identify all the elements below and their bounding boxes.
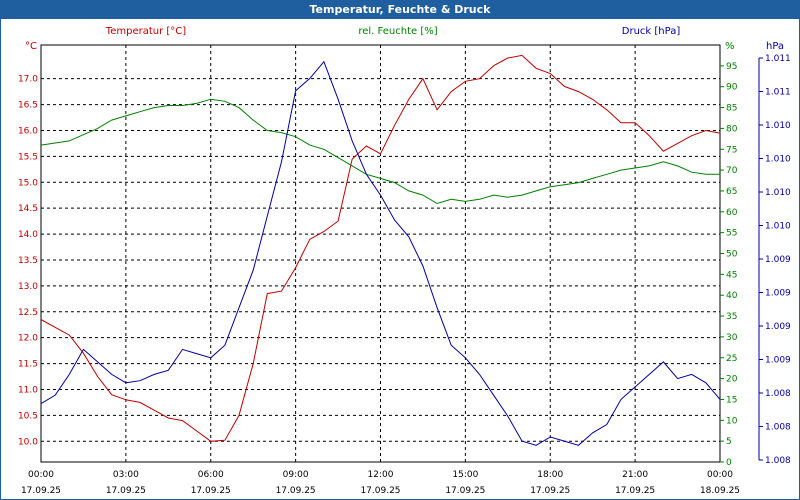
x-tick-time-label: 09:00 (283, 470, 309, 480)
grid (41, 45, 720, 462)
humidity-tick-label: 25 (726, 354, 737, 364)
humidity-tick-label: 65 (726, 187, 737, 197)
x-tick-date-label: 17.09.25 (276, 486, 316, 496)
pressure-axis-label: Druck [hPa] (622, 26, 681, 37)
humidity-tick-label: 40 (726, 291, 738, 301)
temp-tick-label: 13.5 (18, 256, 38, 266)
humidity-axis-label: rel. Feuchte [%] (358, 26, 437, 37)
pressure-tick-label: 1.009 (765, 255, 791, 265)
temp-axis-label: Temperatur [°C] (105, 26, 186, 37)
temp-tick-label: 17.0 (18, 75, 38, 85)
series-line-humidity (40, 98, 720, 205)
x-tick-date-label: 18.09.25 (700, 486, 740, 496)
humidity-tick-label: 70 (726, 166, 738, 176)
x-tick-date-label: 17.09.25 (21, 486, 61, 496)
temp-tick-label: 12.5 (18, 308, 38, 318)
axis-ticks: 00:00 17.09.25 03:00 17.09.25 06:00 17.09.25 0… (18, 54, 791, 496)
x-tick-date-label: 17.09.25 (615, 486, 655, 496)
series-line-pressure (40, 60, 721, 446)
humidity-tick-label: 80 (726, 124, 738, 134)
temp-tick-label: 11.5 (18, 360, 38, 370)
pressure-tick-label: 1.009 (765, 322, 791, 332)
x-tick-date-label: 17.09.25 (360, 486, 400, 496)
series-line-temperature (40, 54, 721, 442)
pressure-tick-label: 1.008 (765, 423, 791, 433)
x-tick-time-label: 00:00 (707, 470, 733, 480)
humidity-tick-label: 60 (726, 208, 738, 218)
temp-tick-label: 13.0 (18, 282, 38, 292)
pressure-unit-label: hPa (766, 41, 784, 52)
x-tick-time-label: 21:00 (622, 470, 648, 480)
pressure-tick-label: 1.011 (765, 88, 791, 98)
temp-tick-label: 14.5 (18, 204, 38, 214)
temp-tick-label: 11.0 (18, 385, 38, 395)
humidity-tick-label: 45 (726, 270, 737, 280)
x-tick-date-label: 17.09.25 (106, 486, 146, 496)
temp-tick-label: 10.5 (18, 411, 38, 421)
pressure-tick-label: 1.010 (765, 188, 791, 198)
x-tick-date-label: 17.09.25 (445, 486, 485, 496)
pressure-tick-label: 1.009 (765, 289, 791, 299)
temp-tick-label: 16.0 (18, 126, 38, 136)
temp-tick-label: 15.0 (18, 178, 38, 188)
x-tick-time-label: 03:00 (113, 470, 139, 480)
temp-tick-label: 15.5 (18, 152, 38, 162)
pressure-tick-label: 1.008 (765, 389, 791, 399)
humidity-tick-label: 0 (726, 458, 732, 468)
x-tick-time-label: 06:00 (198, 470, 224, 480)
pressure-tick-label: 1.011 (765, 54, 791, 64)
data-lines (40, 54, 721, 446)
humidity-tick-label: 30 (726, 333, 738, 343)
humidity-tick-label: 90 (726, 83, 738, 93)
x-tick-time-label: 12:00 (368, 470, 394, 480)
humidity-tick-label: 75 (726, 145, 737, 155)
temp-tick-label: 16.5 (18, 101, 38, 111)
humidity-tick-label: 5 (726, 437, 732, 447)
window-title: Temperatur, Feuchte & Druck (1, 1, 799, 19)
humidity-tick-label: 85 (726, 104, 737, 114)
humidity-tick-label: 95 (726, 62, 737, 72)
temp-tick-label: 12.0 (18, 334, 38, 344)
pressure-tick-label: 1.009 (765, 356, 791, 366)
temp-tick-label: 10.0 (18, 437, 38, 447)
x-tick-date-label: 17.09.25 (191, 486, 231, 496)
humidity-tick-label: 15 (726, 395, 737, 405)
humidity-tick-label: 35 (726, 312, 737, 322)
humidity-unit-label: % (725, 41, 735, 52)
x-tick-time-label: 00:00 (28, 470, 54, 480)
plot-frame (40, 44, 721, 463)
humidity-tick-label: 20 (726, 375, 738, 385)
temp-tick-label: 14.0 (18, 230, 38, 240)
x-tick-date-label: 17.09.25 (530, 486, 570, 496)
pressure-tick-label: 1.010 (765, 121, 791, 131)
x-tick-time-label: 18:00 (537, 470, 563, 480)
humidity-tick-label: 10 (726, 416, 738, 426)
humidity-tick-label: 50 (726, 250, 738, 260)
pressure-tick-label: 1.010 (765, 155, 791, 165)
x-tick-time-label: 15:00 (452, 470, 478, 480)
pressure-tick-label: 1.008 (765, 456, 791, 466)
pressure-tick-label: 1.010 (765, 222, 791, 232)
temp-unit-label: °C (25, 41, 37, 52)
humidity-tick-label: 55 (726, 229, 737, 239)
